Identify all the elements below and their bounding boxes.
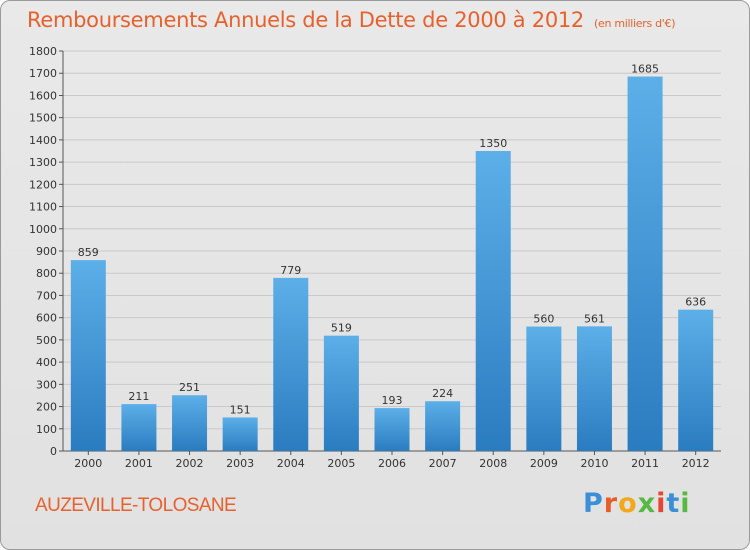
data-label: 1350 xyxy=(479,137,507,150)
x-tick-label: 2007 xyxy=(429,457,457,470)
bar-2009 xyxy=(526,326,562,451)
y-tick-label: 1600 xyxy=(29,89,57,102)
logo-letter: P xyxy=(583,488,604,519)
y-tick-label: 200 xyxy=(36,401,57,414)
bar-2002 xyxy=(172,395,208,451)
x-tick-label: 2010 xyxy=(580,457,608,470)
x-tick-label: 2004 xyxy=(277,457,305,470)
logo-letter: i xyxy=(656,488,667,519)
logo-letter: t xyxy=(666,488,681,519)
bar-2000 xyxy=(70,260,106,451)
bar-2008 xyxy=(475,151,511,451)
y-tick-label: 100 xyxy=(36,423,57,436)
data-label: 193 xyxy=(382,394,403,407)
bar-2007 xyxy=(425,401,461,451)
y-tick-label: 1200 xyxy=(29,178,57,191)
data-label: 560 xyxy=(533,313,554,326)
x-tick-label: 2002 xyxy=(176,457,204,470)
data-label: 859 xyxy=(78,246,99,259)
data-label: 1685 xyxy=(631,63,659,76)
chart-title: Remboursements Annuels de la Dette de 20… xyxy=(27,8,675,32)
y-tick-label: 700 xyxy=(36,289,57,302)
logo-letter: o xyxy=(618,488,638,519)
y-tick-label: 500 xyxy=(36,334,57,347)
x-tick-label: 2001 xyxy=(125,457,153,470)
data-label: 636 xyxy=(685,296,706,309)
proxiti-logo: Proxiti xyxy=(583,488,691,519)
y-tick-label: 600 xyxy=(36,312,57,325)
x-tick-label: 2012 xyxy=(682,457,710,470)
y-tick-label: 1300 xyxy=(29,156,57,169)
y-tick-label: 400 xyxy=(36,356,57,369)
data-label: 224 xyxy=(432,387,453,400)
bar-2005 xyxy=(323,335,359,451)
data-label: 251 xyxy=(179,381,200,394)
chart-title-text: Remboursements Annuels de la Dette de 20… xyxy=(27,8,584,32)
y-tick-label: 1100 xyxy=(29,201,57,214)
y-tick-label: 1700 xyxy=(29,67,57,80)
x-tick-label: 2000 xyxy=(74,457,102,470)
bar-2006 xyxy=(374,408,410,451)
y-tick-label: 1400 xyxy=(29,134,57,147)
x-tick-label: 2003 xyxy=(226,457,254,470)
logo-letter: x xyxy=(637,488,657,519)
data-label: 779 xyxy=(280,264,301,277)
x-tick-label: 2011 xyxy=(631,457,659,470)
bar-2010 xyxy=(576,326,612,451)
y-tick-label: 1800 xyxy=(29,45,57,58)
bar-2011 xyxy=(627,76,663,452)
x-tick-label: 2008 xyxy=(479,457,507,470)
data-label: 211 xyxy=(128,390,149,403)
y-tick-label: 1000 xyxy=(29,223,57,236)
logo-letter: r xyxy=(603,488,619,519)
bar-2004 xyxy=(273,277,309,451)
commune-name: AUZEVILLE-TOLOSANE xyxy=(35,495,237,516)
y-tick-label: 0 xyxy=(50,445,57,458)
y-tick-label: 800 xyxy=(36,267,57,280)
x-tick-label: 2006 xyxy=(378,457,406,470)
bar-2012 xyxy=(678,309,714,451)
y-tick-label: 300 xyxy=(36,378,57,391)
y-tick-label: 1500 xyxy=(29,112,57,125)
x-tick-label: 2005 xyxy=(327,457,355,470)
chart-subtitle: (en milliers d'€) xyxy=(594,17,676,30)
x-tick-label: 2009 xyxy=(530,457,558,470)
data-label: 519 xyxy=(331,322,352,335)
bar-2003 xyxy=(222,417,258,451)
y-tick-label: 900 xyxy=(36,245,57,258)
data-label: 151 xyxy=(230,403,251,416)
logo-letter: i xyxy=(680,488,691,519)
bar-2001 xyxy=(121,404,157,451)
data-label: 561 xyxy=(584,312,605,325)
